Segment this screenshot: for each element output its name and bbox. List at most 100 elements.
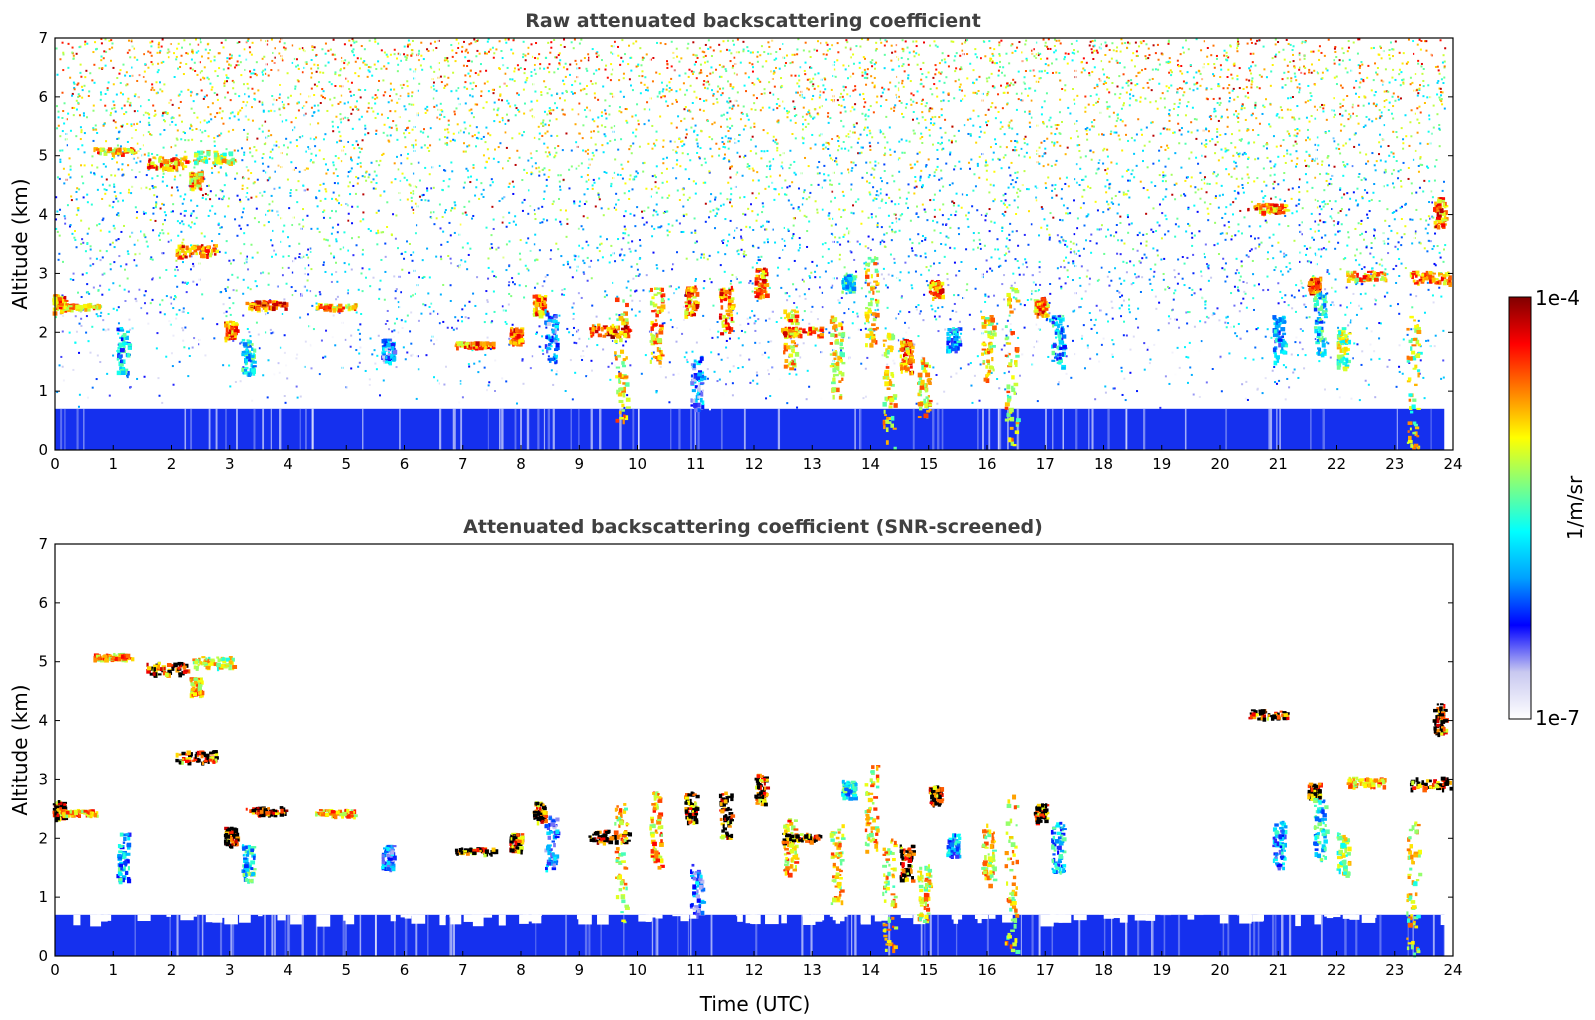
noise-speckle [1109, 234, 1112, 237]
noise-speckle [219, 226, 222, 229]
noise-speckle [61, 365, 64, 368]
noise-speckle [695, 341, 698, 344]
noise-speckle [409, 184, 412, 187]
noise-speckle [455, 107, 458, 110]
noise-speckle [947, 65, 950, 68]
noise-speckle [1136, 83, 1139, 86]
noise-speckle [643, 83, 646, 86]
noise-speckle [1342, 258, 1345, 261]
noise-speckle [1214, 195, 1217, 198]
noise-speckle [296, 201, 299, 204]
noise-speckle [1360, 219, 1363, 222]
noise-speckle [382, 131, 385, 134]
noise-speckle [1009, 222, 1012, 225]
noise-speckle [360, 272, 363, 275]
noise-speckle [574, 371, 577, 374]
noise-speckle [804, 73, 807, 76]
noise-speckle [464, 150, 467, 153]
noise-speckle [279, 93, 282, 96]
noise-speckle [544, 85, 547, 88]
noise-speckle [104, 165, 107, 168]
noise-speckle [939, 127, 942, 130]
noise-speckle [362, 61, 365, 64]
noise-speckle [129, 385, 132, 388]
noise-speckle [153, 89, 156, 92]
noise-speckle [660, 225, 663, 228]
noise-speckle [1028, 156, 1031, 159]
noise-speckle [470, 108, 473, 111]
noise-speckle [1388, 225, 1391, 228]
noise-speckle [420, 54, 423, 57]
noise-speckle [953, 168, 956, 171]
noise-speckle [803, 189, 806, 192]
noise-speckle [1214, 110, 1217, 113]
noise-speckle [464, 211, 467, 214]
noise-speckle [983, 244, 986, 247]
noise-speckle [105, 250, 108, 253]
noise-speckle [712, 209, 715, 212]
noise-speckle [1439, 39, 1442, 42]
noise-speckle [1112, 49, 1115, 52]
noise-speckle [830, 260, 833, 263]
noise-speckle [120, 230, 123, 233]
noise-speckle [1164, 375, 1167, 378]
noise-speckle [780, 286, 783, 289]
noise-speckle [1125, 82, 1128, 85]
noise-speckle [211, 86, 214, 89]
noise-speckle [762, 224, 765, 227]
noise-speckle [533, 243, 536, 246]
noise-speckle [722, 393, 725, 396]
noise-speckle [72, 54, 75, 57]
noise-speckle [376, 112, 379, 115]
noise-speckle [326, 239, 329, 242]
noise-speckle [610, 51, 613, 54]
noise-speckle [395, 127, 398, 130]
noise-speckle [1103, 147, 1106, 150]
noise-speckle [499, 142, 502, 145]
noise-speckle [497, 246, 500, 249]
noise-speckle [1111, 355, 1114, 358]
noise-speckle [974, 53, 977, 56]
noise-speckle [225, 74, 228, 77]
noise-speckle [1271, 64, 1274, 67]
noise-speckle [76, 83, 79, 86]
noise-speckle [623, 225, 626, 228]
noise-speckle [703, 253, 706, 256]
boundary-layer-streak [720, 408, 723, 450]
noise-speckle [1207, 264, 1210, 267]
noise-speckle [919, 68, 922, 71]
noise-speckle [1151, 77, 1154, 80]
noise-speckle [318, 291, 321, 294]
noise-speckle [792, 234, 795, 237]
noise-speckle [1064, 282, 1067, 285]
noise-speckle [806, 230, 809, 233]
noise-speckle [620, 138, 623, 141]
noise-speckle [461, 246, 464, 249]
noise-speckle [853, 108, 856, 111]
noise-speckle [807, 122, 810, 125]
noise-speckle [921, 116, 924, 119]
noise-speckle [359, 162, 362, 165]
noise-speckle [255, 61, 258, 64]
noise-speckle [883, 67, 886, 70]
noise-speckle [591, 151, 594, 154]
noise-speckle [628, 197, 631, 200]
noise-speckle [1292, 53, 1295, 56]
noise-speckle [778, 174, 781, 177]
noise-speckle [355, 40, 358, 43]
noise-speckle [1092, 125, 1095, 128]
noise-speckle [876, 262, 879, 265]
noise-speckle [1317, 144, 1320, 147]
noise-speckle [267, 74, 270, 77]
noise-speckle [1285, 366, 1288, 369]
noise-speckle [443, 115, 446, 118]
noise-speckle [729, 201, 732, 204]
noise-speckle [1193, 234, 1196, 237]
noise-speckle [883, 136, 886, 139]
noise-speckle [891, 51, 894, 54]
noise-speckle [101, 293, 104, 296]
noise-speckle [1190, 373, 1193, 376]
noise-speckle [1341, 86, 1344, 89]
noise-speckle [908, 311, 911, 314]
noise-speckle [634, 290, 637, 293]
